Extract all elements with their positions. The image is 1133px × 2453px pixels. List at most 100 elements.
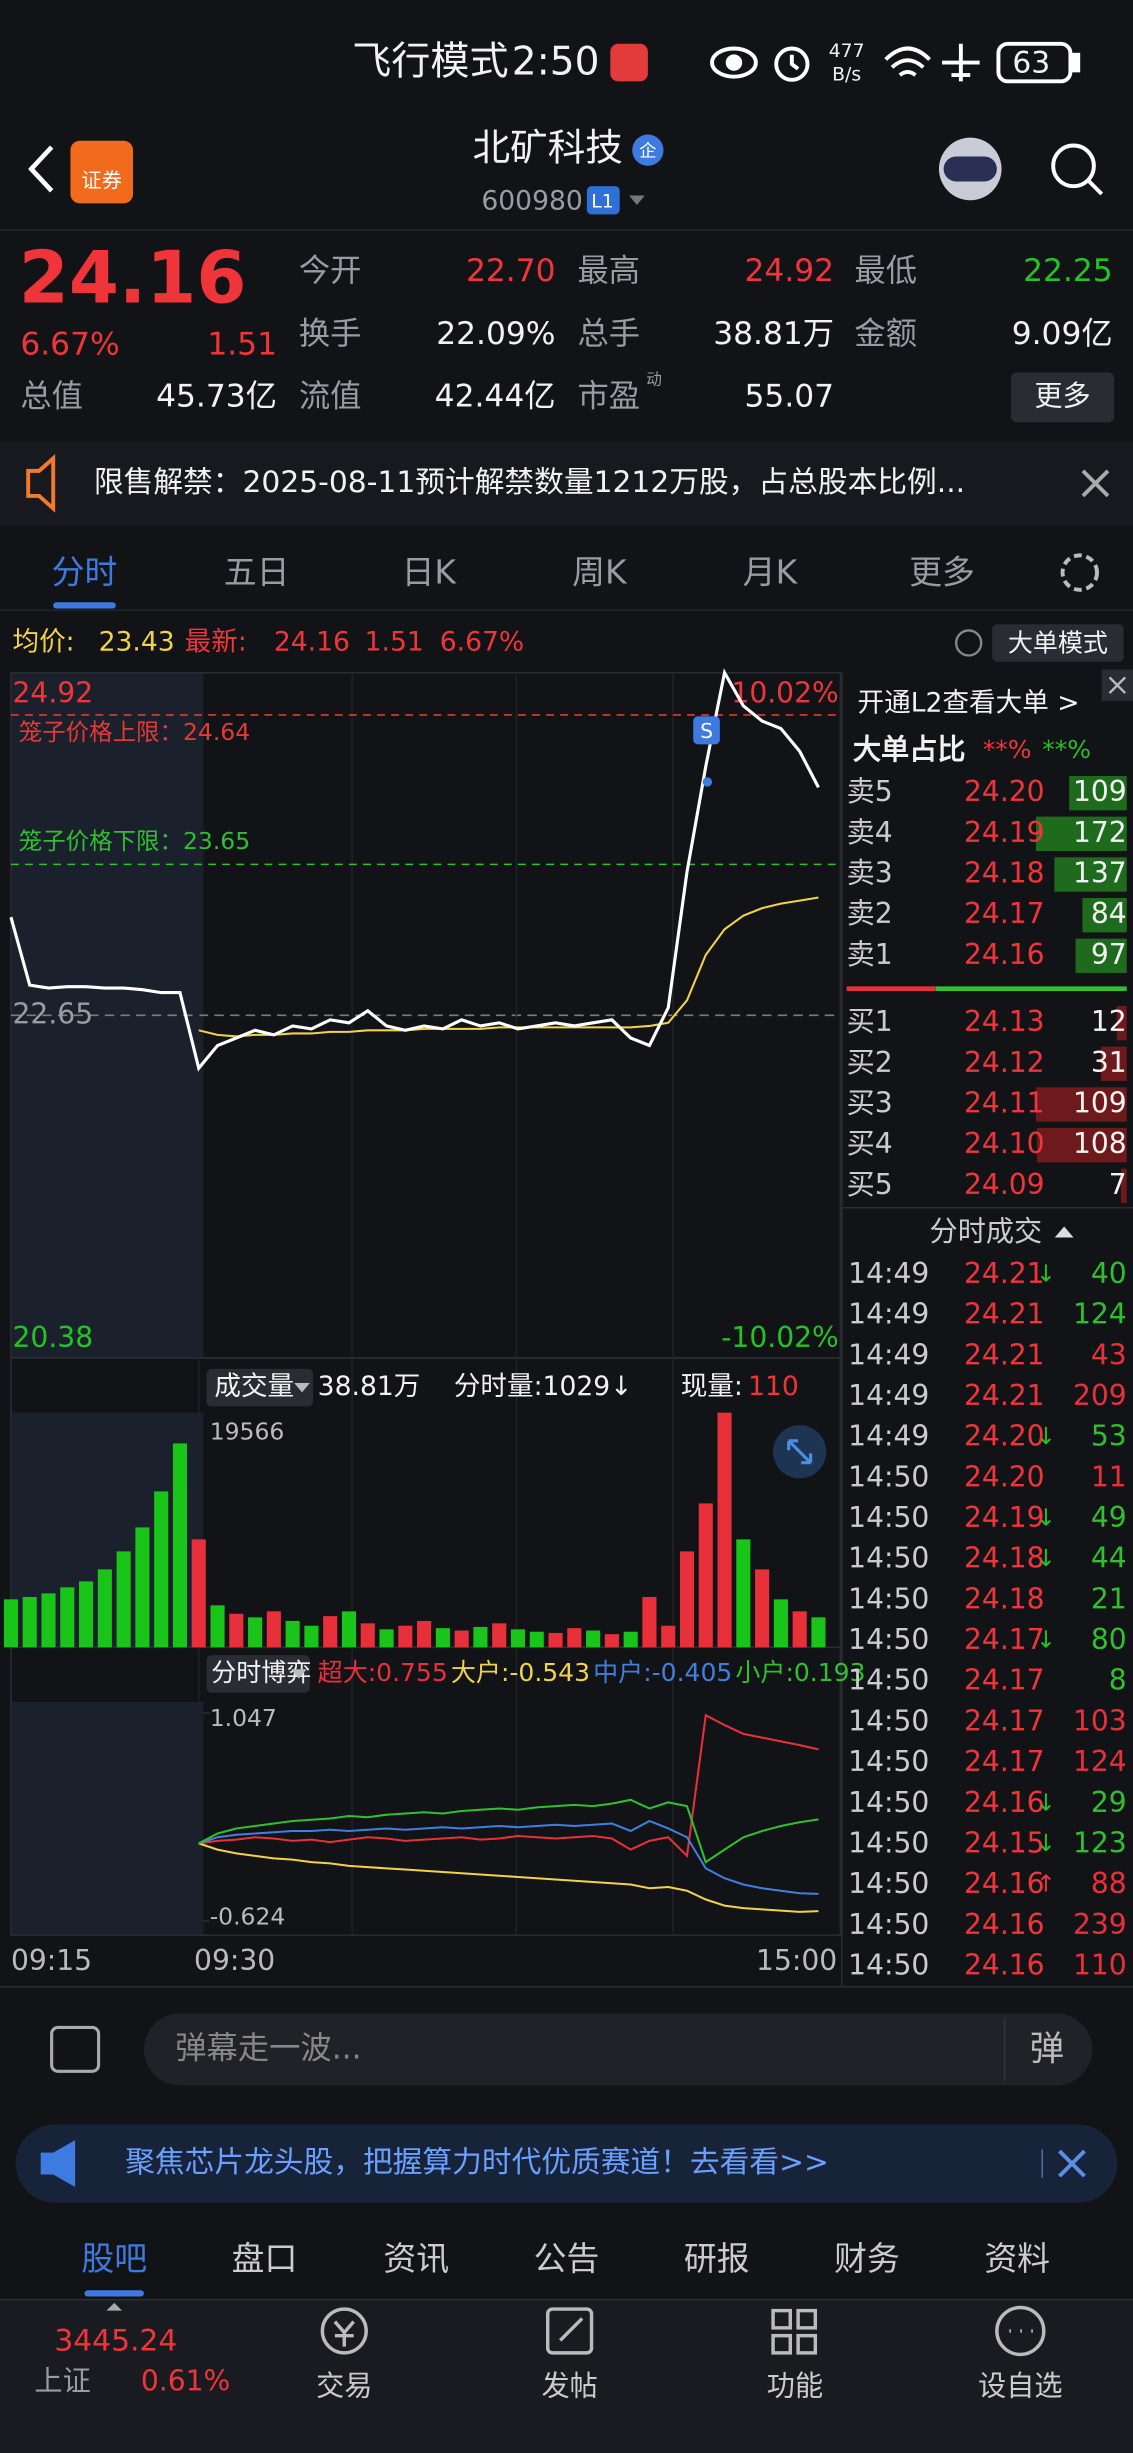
mode-button[interactable] <box>992 624 1124 662</box>
trade-arrow: ↑ <box>1036 1870 1056 1898</box>
series-line <box>198 1713 819 1859</box>
trade-price: 24.16 <box>964 1948 1045 1981</box>
trade-volume: 53 <box>1091 1420 1127 1453</box>
volume-bar <box>323 1616 338 1648</box>
index-name: 上证 <box>34 2365 90 2398</box>
volume-bar <box>717 1412 732 1648</box>
trade-price: 24.17 <box>964 1623 1045 1656</box>
volume-bar <box>623 1631 638 1648</box>
tab[interactable]: 更多 <box>909 554 975 592</box>
depth-bar <box>1100 1046 1127 1082</box>
y-tick-label: -0.624 <box>210 1902 286 1930</box>
nav-item[interactable]: 设自选 <box>978 2369 1062 2402</box>
tab[interactable]: 月K <box>743 554 799 592</box>
book-price: 24.10 <box>964 1127 1045 1160</box>
bottom-tab[interactable]: 资料 <box>984 2240 1050 2278</box>
field-label: 最低 <box>854 253 917 289</box>
bottom-tab[interactable]: 资讯 <box>383 2240 449 2278</box>
danmu-button[interactable]: 弹 <box>1030 2029 1064 2069</box>
info-change: 1.51 <box>365 626 424 657</box>
more[interactable]: 更多 <box>1034 379 1090 412</box>
close[interactable] <box>1058 2149 1086 2178</box>
depth-bar <box>1120 1168 1127 1204</box>
field-value: 38.81万 <box>713 316 834 352</box>
y-tick-label: 20.38 <box>13 1321 94 1354</box>
tab[interactable]: 日K <box>402 554 458 592</box>
book-label: 买5 <box>847 1168 893 1201</box>
volume-bar <box>661 1625 676 1648</box>
trade-volume: 80 <box>1091 1623 1127 1656</box>
bottom-tab[interactable]: 盘口 <box>232 2240 298 2278</box>
book-label: 卖2 <box>847 897 893 930</box>
info-change-pct: 6.67% <box>440 626 524 657</box>
bottom-tab[interactable]: 股吧 <box>81 2240 147 2278</box>
trade-time: 14:50 <box>848 1542 929 1575</box>
l2-promo[interactable]: 开通L2查看大单 > <box>858 687 1080 718</box>
volume-bar <box>379 1629 394 1648</box>
dropdown <box>291 1669 307 1679</box>
signal-dot <box>702 777 713 787</box>
volume-bar <box>435 1628 450 1648</box>
volume-bar <box>266 1611 281 1648</box>
y-tick-label: 1.047 <box>210 1704 277 1732</box>
trade-time: 14:50 <box>848 1582 929 1615</box>
tab[interactable]: 五日 <box>224 554 290 592</box>
search[interactable] <box>1051 143 1096 189</box>
stock-name: 北矿科技 <box>473 126 623 170</box>
trade-volume: 21 <box>1091 1582 1127 1615</box>
ratio-label: 大单占比 <box>853 733 966 766</box>
comment-input[interactable] <box>143 2013 1093 2086</box>
nav-item[interactable]: 功能 <box>767 2369 823 2402</box>
back-button[interactable] <box>28 145 54 193</box>
volume-bar <box>773 1599 788 1648</box>
book-price: 24.18 <box>964 857 1045 890</box>
help[interactable] <box>954 629 983 657</box>
trade-time: 14:50 <box>848 1460 929 1493</box>
trade-volume: 110 <box>1073 1948 1127 1981</box>
tab[interactable]: 周K <box>572 554 628 592</box>
net-speed: 477 <box>829 41 865 62</box>
field-value: 22.70 <box>466 253 556 289</box>
more-button[interactable] <box>1010 372 1115 423</box>
book-price: 24.17 <box>964 897 1045 930</box>
mode-text[interactable]: 大单模式 <box>1008 629 1108 658</box>
bottom-tab[interactable]: 研报 <box>684 2240 750 2278</box>
battery: 63 <box>1012 46 1050 81</box>
book-price: 24.13 <box>964 1005 1045 1038</box>
settings[interactable] <box>1060 553 1099 592</box>
status-time: 2:50 <box>512 40 600 85</box>
nav-item[interactable]: 发帖 <box>541 2369 597 2402</box>
trade-arrow: ↓ <box>1036 1422 1056 1450</box>
volume-select[interactable] <box>206 1368 313 1407</box>
trade-price: 24.17 <box>964 1704 1045 1737</box>
trade-time: 14:50 <box>848 1704 929 1737</box>
bottom-tab[interactable]: 财务 <box>834 2240 900 2278</box>
bottom-tab[interactable]: 公告 <box>534 2240 600 2278</box>
banner-text[interactable]: 聚焦芯片龙头股，把握算力时代优质赛道！去看看>> <box>125 2145 829 2180</box>
legend-last: 最新: <box>185 626 247 657</box>
nav-item[interactable]: 交易 <box>316 2369 372 2402</box>
book-volume: 31 <box>1091 1046 1127 1079</box>
price: 24.16 <box>19 236 247 320</box>
limit-label: 笼子价格下限： <box>19 827 183 855</box>
volume-bar <box>398 1625 413 1648</box>
volume-bar <box>755 1569 770 1648</box>
volume-bar <box>586 1630 601 1648</box>
flow-select[interactable] <box>206 1655 310 1693</box>
tab[interactable]: 分时 <box>52 554 118 592</box>
series-line <box>9 668 820 1072</box>
volume-bar <box>510 1629 526 1648</box>
comment-icon[interactable] <box>50 2025 101 2073</box>
banner[interactable] <box>15 2124 1118 2203</box>
logo[interactable] <box>70 140 134 204</box>
depth-bar <box>1082 897 1127 933</box>
trade-price: 24.16 <box>964 1867 1045 1900</box>
trade-time: 14:50 <box>848 1826 929 1859</box>
handle <box>106 2302 123 2311</box>
trade-time: 14:50 <box>848 1948 929 1981</box>
trade-time: 14:49 <box>848 1420 929 1453</box>
book-price: 24.11 <box>964 1086 1045 1119</box>
book-price: 24.20 <box>964 775 1045 808</box>
close[interactable] <box>1081 469 1110 498</box>
limit-value: 23.65 <box>183 827 250 855</box>
